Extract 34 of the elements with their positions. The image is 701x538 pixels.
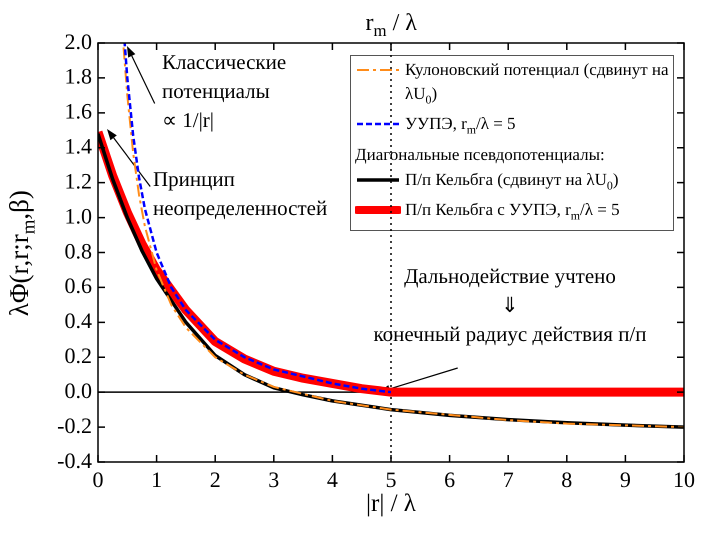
y-tick-label: 2.0 bbox=[64, 28, 92, 54]
x-tick-label: 8 bbox=[561, 466, 572, 492]
x-tick-label: 6 bbox=[444, 466, 456, 492]
annotation: Дальнодействие учтено ⇓ конечный радиус действия п/п bbox=[374, 263, 646, 348]
y-tick-label: 0.8 bbox=[64, 238, 92, 264]
x-tick-label: 4 bbox=[326, 466, 338, 492]
x-tick-label: 3 bbox=[268, 466, 280, 492]
x-axis-title: |r| / λ bbox=[366, 490, 416, 518]
y-tick-label: 1.0 bbox=[64, 203, 92, 228]
y-tick-label: 1.6 bbox=[64, 98, 92, 124]
y-tick-label: 1.2 bbox=[64, 168, 92, 194]
legend-label: УУПЭ, r$_{m}$/λ = 5 bbox=[405, 113, 516, 139]
ref-line-label: r$_{m}$ / λ bbox=[366, 10, 417, 41]
y-tick-label: 1.4 bbox=[64, 134, 92, 159]
x-tick-label: 10 bbox=[673, 466, 695, 492]
legend-label: П/п Кельбга с УУПЭ, r$_{m}$/λ = 5 bbox=[405, 199, 620, 225]
y-tick-label: 0.6 bbox=[64, 273, 92, 298]
annotation: Классические потенциалы ∝ 1/|r| bbox=[162, 49, 286, 134]
y-tick-label: -0.4 bbox=[57, 448, 92, 473]
x-tick-label: 7 bbox=[502, 466, 514, 492]
x-tick-label: 2 bbox=[210, 466, 221, 492]
y-tick-label: 1.8 bbox=[64, 64, 92, 89]
x-tick-label: 9 bbox=[620, 466, 631, 492]
x-tick-label: 0 bbox=[92, 466, 104, 492]
legend-label: П/п Кельбга (сдвинут на λU$_{0}$) bbox=[405, 168, 619, 194]
x-tick-label: 1 bbox=[151, 466, 162, 492]
legend-title: Диагональные псевдопотенциалы: bbox=[355, 144, 606, 166]
y-tick-label: 0.0 bbox=[64, 378, 92, 403]
annotation: Принцип неопределенностей bbox=[153, 166, 328, 222]
y-tick-label: 0.4 bbox=[64, 308, 92, 334]
y-tick-label: 0.2 bbox=[64, 343, 92, 368]
legend-label: Кулоновский потенциал (сдвинут на λU$_{0}$) bbox=[405, 59, 669, 108]
x-tick-label: 5 bbox=[386, 466, 396, 492]
y-tick-label: -0.2 bbox=[57, 412, 92, 438]
